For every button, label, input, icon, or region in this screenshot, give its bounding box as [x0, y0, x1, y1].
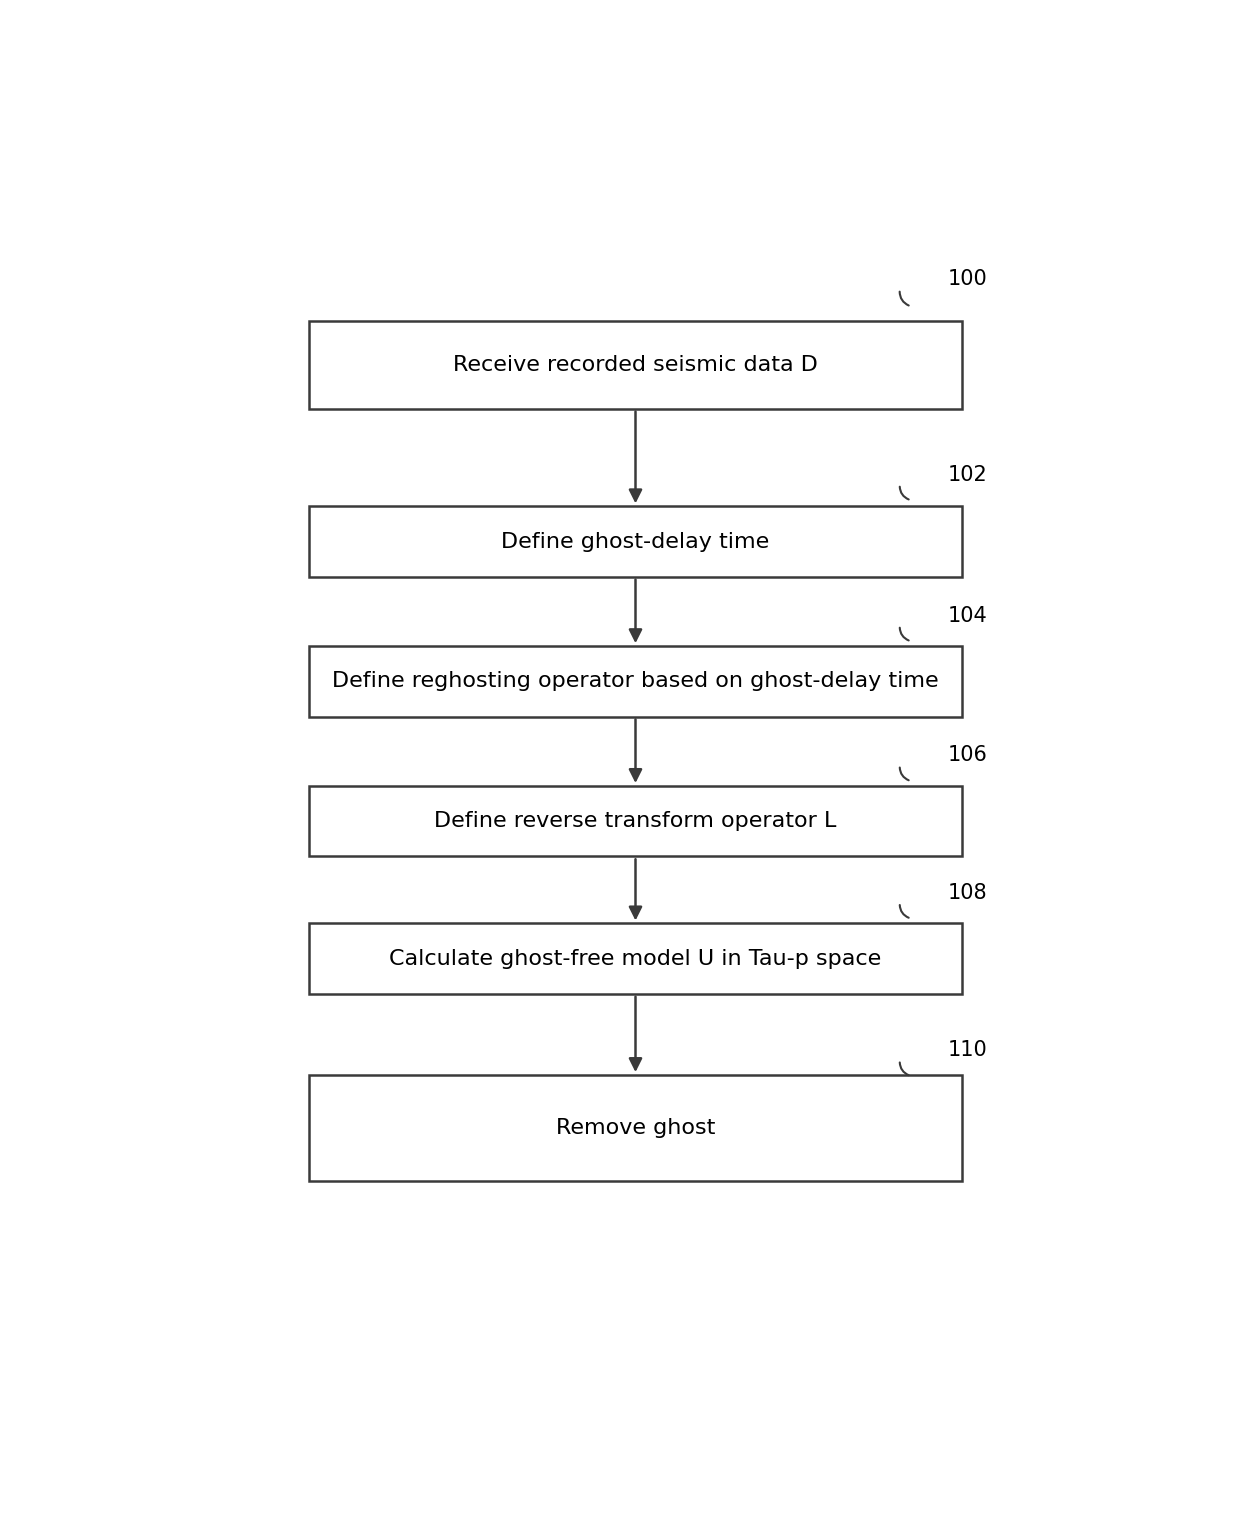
Text: 102: 102 — [947, 464, 987, 485]
Text: 106: 106 — [947, 745, 988, 766]
Text: Define reghosting operator based on ghost-delay time: Define reghosting operator based on ghos… — [332, 671, 939, 691]
Bar — [309, 645, 962, 717]
Bar — [309, 320, 962, 409]
Bar — [309, 923, 962, 993]
Text: 104: 104 — [947, 606, 987, 626]
Text: 108: 108 — [947, 884, 987, 903]
Text: Receive recorded seismic data D: Receive recorded seismic data D — [453, 356, 818, 375]
Text: Remove ghost: Remove ghost — [556, 1119, 715, 1138]
Text: Define reverse transform operator L: Define reverse transform operator L — [434, 812, 837, 832]
Text: Calculate ghost-free model U in Tau-p space: Calculate ghost-free model U in Tau-p sp… — [389, 949, 882, 969]
Text: Define ghost-delay time: Define ghost-delay time — [501, 531, 770, 551]
Bar — [309, 507, 962, 577]
Text: 110: 110 — [947, 1041, 987, 1061]
Bar — [309, 1074, 962, 1181]
Text: 100: 100 — [947, 270, 987, 290]
Bar — [309, 786, 962, 856]
